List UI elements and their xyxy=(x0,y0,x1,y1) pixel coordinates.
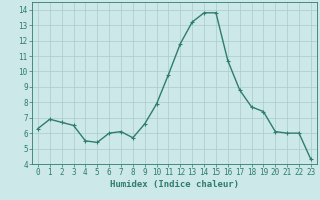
X-axis label: Humidex (Indice chaleur): Humidex (Indice chaleur) xyxy=(110,180,239,189)
